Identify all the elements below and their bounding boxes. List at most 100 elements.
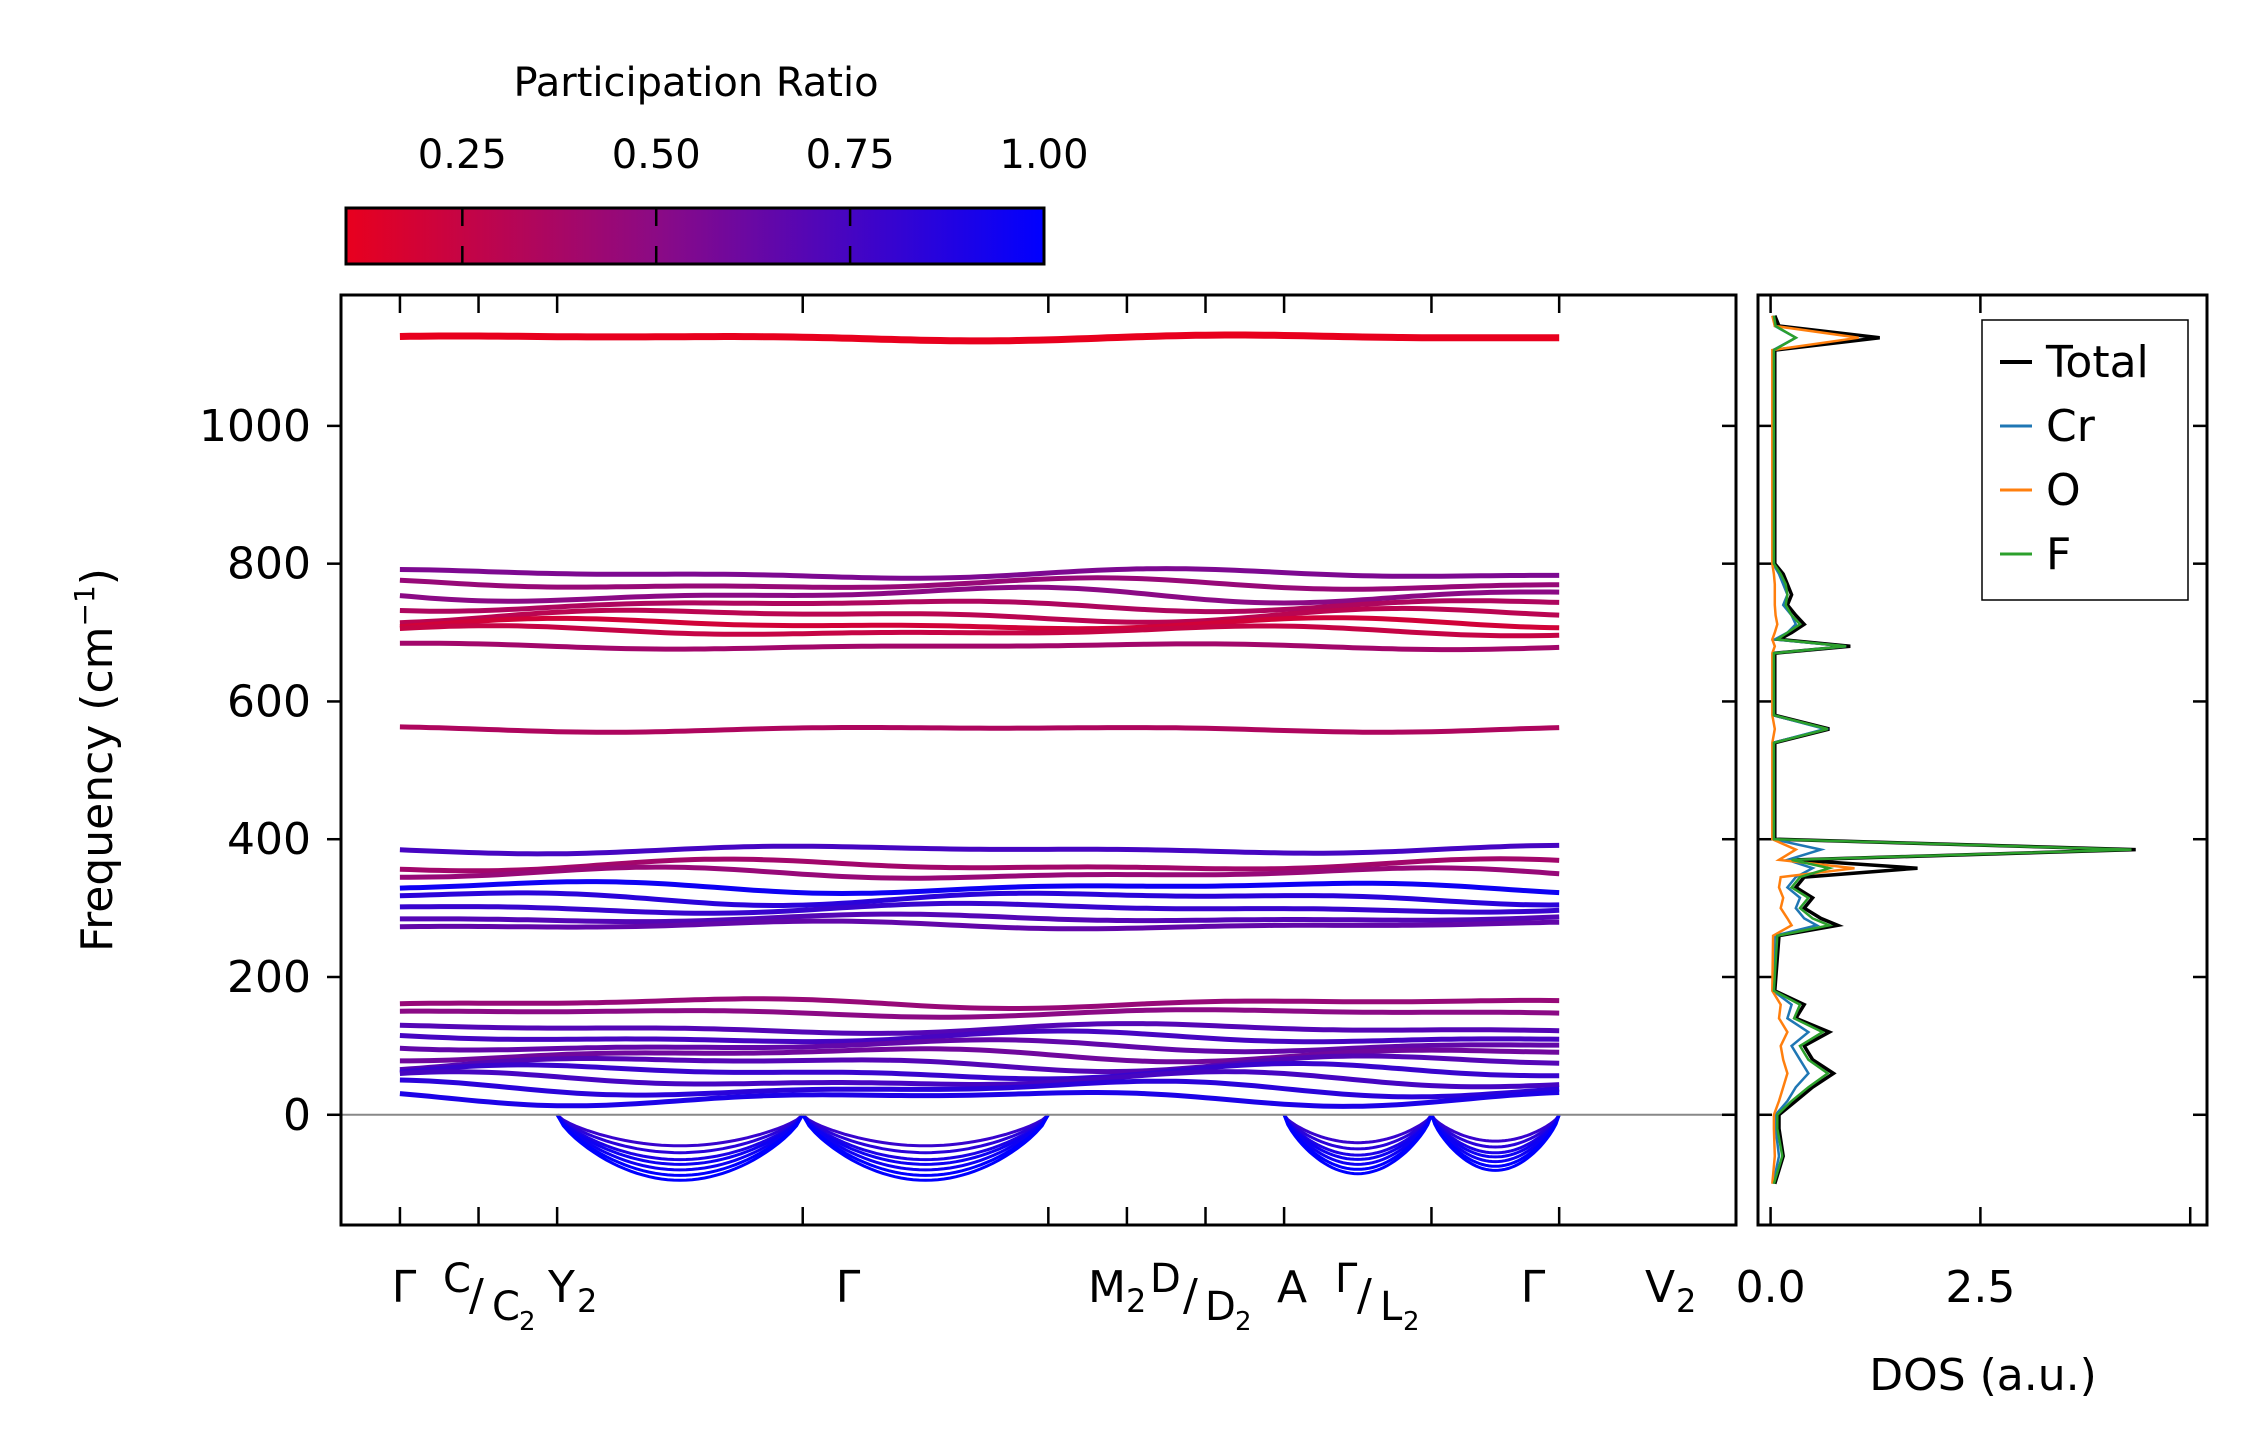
soft-mode-band: [1430, 1114, 1561, 1149]
colorbar-tick-label: 0.50: [612, 132, 701, 178]
phonon-band: [399, 724, 1560, 735]
kpoint-label-d2-sub: 2: [1235, 1307, 1252, 1337]
phonon-band: [399, 598, 1560, 615]
colorbar-tick-label: 0.25: [418, 132, 507, 178]
frequency-tick-label: 600: [227, 676, 311, 727]
kpoint-label-l2: L: [1380, 1284, 1403, 1330]
kpoint-label-y-sub: 2: [577, 1282, 597, 1320]
band-axes-frame: [339, 293, 1738, 1227]
soft-mode-band: [801, 1114, 1050, 1177]
kpoint-label-gamma-l2: Γ / L 2: [1335, 1256, 1420, 1337]
soft-mode-band: [1430, 1114, 1561, 1164]
phonon-band: [399, 900, 1560, 916]
soft-mode-band: [556, 1113, 804, 1148]
soft-mode-band: [1430, 1114, 1561, 1155]
kpoint-label-gamma-4: Γ: [1521, 1262, 1546, 1313]
frequency-tick-label: 200: [227, 952, 311, 1003]
phonon-band: [399, 996, 1560, 1011]
phonon-band: [399, 605, 1560, 626]
soft-mode-band: [801, 1113, 1050, 1162]
dos-lines: [1770, 315, 2136, 1185]
legend-label-cr: Cr: [2046, 401, 2096, 452]
soft-mode-band: [801, 1113, 1050, 1148]
band-lines: [399, 331, 1561, 1182]
kpoint-label-gamma-2: Γ: [836, 1262, 861, 1313]
kpoint-label-y: Y: [547, 1262, 575, 1313]
kpoint-labels: Γ C / C 2 Y 2 Γ M 2 D / D 2 A: [392, 1256, 1697, 1337]
soft-mode-band: [1430, 1113, 1561, 1143]
kpoint-label-v-sub: 2: [1676, 1282, 1696, 1320]
dos-panel: 0.0 2.5 DOS (a.u.) Total Cr OF: [1736, 293, 2209, 1401]
phonon-band: [399, 890, 1560, 908]
soft-mode-band: [1282, 1114, 1433, 1157]
soft-mode-band: [1282, 1114, 1433, 1161]
kpoint-label-c2: C: [492, 1284, 520, 1330]
frequency-tick-label: 1000: [199, 401, 311, 452]
dos-legend: Total Cr OF: [1981, 319, 2189, 601]
soft-mode-band: [801, 1114, 1050, 1182]
phonon-band: [399, 615, 1560, 632]
colorbar-label: Participation Ratio: [513, 60, 878, 106]
kpoint-label-y2: Y 2: [547, 1262, 597, 1320]
colorbar-gradient: [344, 206, 1046, 266]
dos-axis: 0.0 2.5: [1736, 295, 2192, 1313]
colorbar-ticks: 0.25 0.50 0.75 1.00: [418, 132, 1089, 264]
soft-mode-band: [1282, 1114, 1433, 1171]
kpoint-label-d: D: [1150, 1256, 1181, 1302]
phonon-band: [399, 1077, 1560, 1100]
frequency-tick-label: 800: [227, 539, 311, 590]
soft-mode-band: [801, 1113, 1050, 1172]
dos-axes-frame: [1756, 293, 2209, 1227]
soft-mode-band: [801, 1113, 1050, 1166]
kpoint-label-v2: V 2: [1645, 1262, 1696, 1320]
kpoint-label-c-c2: C / C 2: [443, 1256, 536, 1337]
phonon-band: [399, 1046, 1560, 1065]
kpoint-label-v: V: [1645, 1262, 1675, 1313]
soft-mode-band: [555, 1114, 804, 1177]
kpoint-label-d2: D: [1205, 1284, 1236, 1330]
phonon-band: [399, 1007, 1560, 1020]
phonon-band: [399, 842, 1560, 857]
soft-mode-band: [1282, 1113, 1433, 1151]
frequency-tick-label: 0: [283, 1090, 311, 1141]
legend-label-o: O: [2046, 465, 2081, 516]
frequency-axis-label: Frequency (cm−1): [68, 568, 123, 952]
soft-mode-band: [555, 1114, 805, 1182]
kpoint-slash-3: /: [1357, 1270, 1372, 1321]
kpoint-slash-2: /: [1183, 1270, 1198, 1321]
phonon-band: [399, 584, 1560, 606]
phonon-band: [399, 918, 1560, 932]
phonon-band: [399, 879, 1560, 897]
colorbar: Participation Ratio 0.25 0.50 0.75 1.00: [344, 60, 1089, 266]
phonon-band: [399, 1021, 1560, 1036]
frequency-tick-label: 400: [227, 814, 311, 865]
legend-label-f: F: [2046, 529, 2071, 580]
phonon-band: [399, 911, 1560, 925]
phonon-band: [399, 575, 1560, 592]
phonon-band: [399, 1028, 1560, 1045]
soft-mode-band: [555, 1113, 804, 1166]
kpoint-label-c2-sub: 2: [519, 1307, 536, 1337]
phonon-band: [399, 1069, 1560, 1090]
phonon-band: [399, 623, 1560, 639]
kpoint-axis: [398, 295, 1561, 1225]
soft-mode-band: [1282, 1113, 1433, 1145]
kpoint-label-d-d2: D / D 2: [1150, 1256, 1252, 1337]
phonon-band: [399, 1037, 1560, 1055]
phonon-band: [399, 864, 1560, 881]
dos-series-f: [1772, 315, 2132, 1185]
legend-label-total: Total: [2045, 337, 2149, 388]
kpoint-label-l2-sub: 2: [1403, 1307, 1420, 1337]
phonon-band: [399, 1053, 1560, 1075]
phonon-band: [399, 566, 1560, 581]
kpoint-label-m-sub: 2: [1126, 1282, 1146, 1320]
soft-mode-band: [555, 1113, 804, 1162]
dos-tick-label: 0.0: [1736, 1262, 1806, 1313]
soft-mode-band: [1430, 1114, 1561, 1168]
colorbar-tick-label: 0.75: [806, 132, 895, 178]
soft-mode-band: [1282, 1114, 1433, 1176]
kpoint-label-gamma-1: Γ: [392, 1262, 417, 1313]
soft-mode-band: [1430, 1114, 1561, 1159]
kpoint-label-a: A: [1277, 1262, 1307, 1313]
